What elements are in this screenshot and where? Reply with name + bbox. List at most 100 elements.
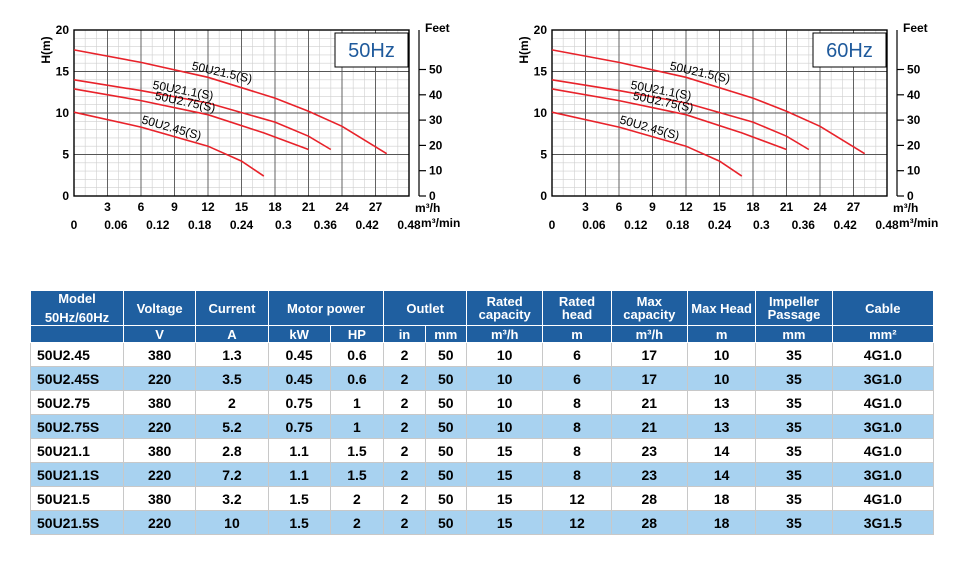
table-cell: 15 xyxy=(465,486,544,511)
x-tick-label: 9 xyxy=(649,200,656,214)
header-max-head: Max Head xyxy=(687,290,757,326)
header-impeller: Impeller Passage xyxy=(755,290,833,326)
table-cell: 50 xyxy=(424,462,467,487)
table-cell: 3G1.5 xyxy=(831,510,935,535)
table-cell: 35 xyxy=(755,390,833,415)
table-cell: 35 xyxy=(755,366,833,391)
x2-tick-label: 0.18 xyxy=(188,218,212,232)
table-cell: 1.3 xyxy=(195,342,269,367)
table-cell: 50 xyxy=(424,414,467,439)
x-tick-label: 3 xyxy=(582,200,589,214)
table-cell: 380 xyxy=(122,390,197,415)
table-cell: 35 xyxy=(755,414,833,439)
table-cell: 2 xyxy=(383,342,426,367)
table-cell: 2 xyxy=(195,390,269,415)
table-cell: 0.75 xyxy=(267,390,331,415)
x2-tick-label: 0.24 xyxy=(708,218,732,232)
table-cell: 8 xyxy=(542,390,612,415)
table-cell: 1.5 xyxy=(329,438,385,463)
table-cell: 1.1 xyxy=(267,462,331,487)
x-axis-label: m³/h xyxy=(415,201,440,215)
feet-tick-label: 20 xyxy=(429,138,443,152)
y-tick-label: 5 xyxy=(62,148,69,162)
y-tick-label: 5 xyxy=(540,148,547,162)
table-cell: 10 xyxy=(465,366,544,391)
table-cell: 4G1.0 xyxy=(831,342,935,367)
x2-tick-label: 0.36 xyxy=(792,218,816,232)
unit-voltage: V xyxy=(122,325,197,343)
table-row: 50U21.5 380 3.2 1.5 2 2 50 15 12 28 18 35 4G1.0 xyxy=(30,486,935,511)
chart-50hz: 50Hz 0 5 10 15 20 H(m) 0 10 20 30 40 50 Feet 3 6 9 12 15 18… xyxy=(0,0,470,250)
header-model: Model 50Hz/60Hz xyxy=(30,290,124,326)
table-cell: 50U2.75 xyxy=(30,390,124,415)
table-cell: 5.2 xyxy=(195,414,269,439)
feet-tick-label: 50 xyxy=(907,63,921,77)
table-cell: 2 xyxy=(329,510,385,535)
y-tick-label: 20 xyxy=(56,23,70,37)
spec-table-body: 50U2.45 380 1.3 0.45 0.6 2 50 10 6 17 10 35 4G1.0 50U… xyxy=(30,342,935,535)
x2-tick-label: 0.18 xyxy=(666,218,690,232)
x2-tick-label: 0 xyxy=(71,218,78,232)
table-cell: 6 xyxy=(542,342,612,367)
table-cell: 380 xyxy=(122,342,197,367)
header-cable: Cable xyxy=(831,290,935,326)
y-tick-label: 0 xyxy=(62,189,69,203)
x-tick-label: 15 xyxy=(235,200,249,214)
table-cell: 220 xyxy=(122,462,197,487)
x2-tick-label: 0.06 xyxy=(104,218,128,232)
table-cell: 4G1.0 xyxy=(831,486,935,511)
table-cell: 2 xyxy=(383,366,426,391)
y-tick-label: 15 xyxy=(56,65,70,79)
table-cell: 35 xyxy=(755,438,833,463)
x2-tick-label: 0.48 xyxy=(397,218,421,232)
table-cell: 14 xyxy=(687,438,757,463)
table-cell: 50U2.45 xyxy=(30,342,124,367)
table-cell: 1.5 xyxy=(267,510,331,535)
unit-rated-capacity: m³/h xyxy=(465,325,544,343)
header-rated-head: Rated head xyxy=(542,290,612,326)
y-tick-label: 10 xyxy=(56,106,70,120)
header-current: Current xyxy=(195,290,269,326)
curve-label: 50U2.45(S) xyxy=(140,113,203,143)
table-cell: 15 xyxy=(465,462,544,487)
table-cell: 2.8 xyxy=(195,438,269,463)
table-cell: 1 xyxy=(329,390,385,415)
y-axis-label: H(m) xyxy=(39,36,53,63)
table-cell: 1.5 xyxy=(267,486,331,511)
table-cell: 4G1.0 xyxy=(831,438,935,463)
table-cell: 17 xyxy=(610,342,689,367)
table-cell: 8 xyxy=(542,438,612,463)
table-cell: 8 xyxy=(542,462,612,487)
chart-60hz: 60Hz 0 5 10 15 20 H(m) 0 10 20 30 40 50 Feet 3 6 9 12 15 18… xyxy=(478,0,948,250)
table-cell: 14 xyxy=(687,462,757,487)
x2-tick-label: 0 xyxy=(549,218,556,232)
table-cell: 35 xyxy=(755,462,833,487)
feet-tick-label: 30 xyxy=(429,113,443,127)
table-row: 50U21.1 380 2.8 1.1 1.5 2 50 15 8 23 14 35 4G1.0 xyxy=(30,438,935,463)
table-cell: 13 xyxy=(687,414,757,439)
table-cell: 50U21.1S xyxy=(30,462,124,487)
unit-kw: kW xyxy=(267,325,331,343)
y-tick-label: 0 xyxy=(540,189,547,203)
frequency-badge: 60Hz xyxy=(826,40,873,62)
table-cell: 2 xyxy=(329,486,385,511)
table-cell: 1 xyxy=(329,414,385,439)
table-cell: 12 xyxy=(542,510,612,535)
unit-cable: mm² xyxy=(831,325,935,343)
x2-tick-label: 0.48 xyxy=(875,218,899,232)
table-cell: 0.45 xyxy=(267,366,331,391)
table-cell: 35 xyxy=(755,510,833,535)
x2-tick-label: 0.3 xyxy=(275,218,292,232)
table-cell: 35 xyxy=(755,342,833,367)
table-row: 50U2.45 380 1.3 0.45 0.6 2 50 10 6 17 10 35 4G1.0 xyxy=(30,342,935,367)
table-cell: 220 xyxy=(122,366,197,391)
feet-tick-label: 20 xyxy=(907,138,921,152)
x-tick-label: 18 xyxy=(746,200,760,214)
table-cell: 4G1.0 xyxy=(831,390,935,415)
table-cell: 10 xyxy=(195,510,269,535)
table-cell: 7.2 xyxy=(195,462,269,487)
unit-model xyxy=(30,325,124,343)
feet-tick-label: 30 xyxy=(907,113,921,127)
table-cell: 2 xyxy=(383,510,426,535)
